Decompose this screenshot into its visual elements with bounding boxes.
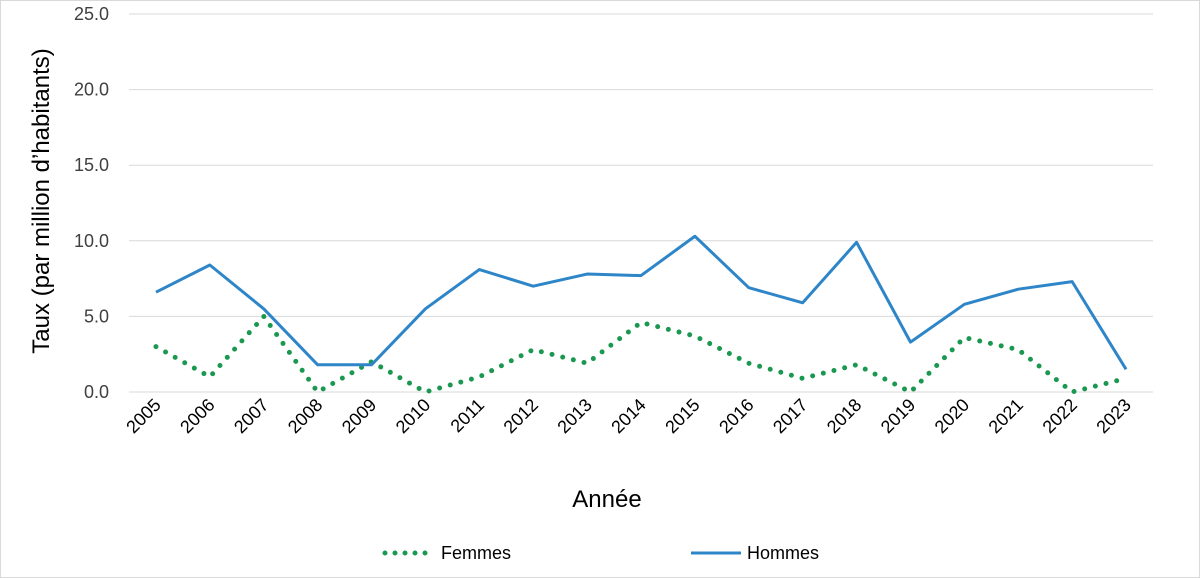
data-point [317, 392, 318, 393]
y-tick-label: 5.0 [84, 306, 109, 326]
data-point [802, 378, 803, 379]
legend-label-hommes: Hommes [747, 543, 819, 563]
x-tick-label: 2014 [607, 395, 649, 437]
series-line-femmes [153, 313, 1129, 395]
x-tick-label: 2016 [715, 395, 757, 437]
data-point [1072, 281, 1073, 282]
data-point [533, 349, 534, 350]
data-point [1126, 369, 1127, 370]
data-point [748, 363, 749, 364]
x-tick-label: 2021 [985, 395, 1027, 437]
data-point [587, 363, 588, 364]
x-tick-label: 2007 [230, 395, 272, 437]
data-point [371, 361, 372, 362]
data-point [964, 304, 965, 305]
data-point [641, 275, 642, 276]
x-tick-label: 2012 [500, 395, 542, 437]
x-tick-label: 2020 [931, 395, 973, 437]
data-point [425, 392, 426, 393]
gridlines [129, 13, 1153, 393]
x-tick-label: 2019 [877, 395, 919, 437]
x-tick-label: 2005 [122, 395, 164, 437]
data-point [479, 269, 480, 270]
data-point [694, 336, 695, 337]
legend: Femmes Hommes [382, 543, 819, 563]
y-tick-label: 10.0 [74, 231, 109, 251]
series-lines [153, 234, 1129, 395]
y-axis-ticks: 0.0 5.0 10.0 15.0 20.0 25.0 [74, 4, 109, 402]
data-point [964, 337, 965, 338]
data-point [1018, 289, 1019, 290]
data-point [533, 286, 534, 287]
data-point [479, 376, 480, 377]
y-tick-label: 25.0 [74, 4, 109, 24]
data-point [371, 364, 372, 365]
x-tick-label: 2022 [1039, 395, 1081, 437]
data-point [209, 264, 210, 265]
data-point [1072, 392, 1073, 393]
y-tick-label: 0.0 [84, 382, 109, 402]
y-axis-title: Taux (par million d’habitants) [28, 48, 55, 353]
x-tick-label: 2018 [823, 395, 865, 437]
x-tick-label: 2023 [1092, 395, 1134, 437]
data-point [155, 346, 156, 347]
y-tick-label: 15.0 [74, 155, 109, 175]
data-point [209, 376, 210, 377]
data-point [155, 292, 156, 293]
x-tick-label: 2010 [392, 395, 434, 437]
data-point [425, 308, 426, 309]
series-line-hommes [155, 234, 1128, 371]
x-axis-title: Année [572, 486, 641, 513]
x-axis-ticks: 2005 2006 2007 2008 2009 2010 2011 2012 2013 2014… [122, 395, 1135, 437]
x-tick-label: 2011 [447, 395, 489, 437]
x-tick-label: 2006 [176, 395, 218, 437]
data-point [748, 287, 749, 288]
legend-label-femmes: Femmes [441, 543, 511, 563]
data-point [694, 236, 695, 237]
data-point [317, 364, 318, 365]
data-point [910, 342, 911, 343]
data-point [856, 242, 857, 243]
data-point [802, 302, 803, 303]
data-point [263, 316, 264, 317]
x-tick-label: 2013 [553, 395, 595, 437]
x-tick-label: 2008 [284, 395, 326, 437]
x-tick-label: 2017 [769, 395, 811, 437]
data-point [1126, 378, 1127, 379]
data-point [263, 308, 264, 309]
x-tick-label: 2015 [661, 395, 703, 437]
data-point [1018, 349, 1019, 350]
data-point [587, 274, 588, 275]
data-point [641, 322, 642, 323]
data-point [910, 392, 911, 393]
y-tick-label: 20.0 [74, 80, 109, 100]
x-tick-label: 2009 [338, 395, 380, 437]
data-point [856, 364, 857, 365]
